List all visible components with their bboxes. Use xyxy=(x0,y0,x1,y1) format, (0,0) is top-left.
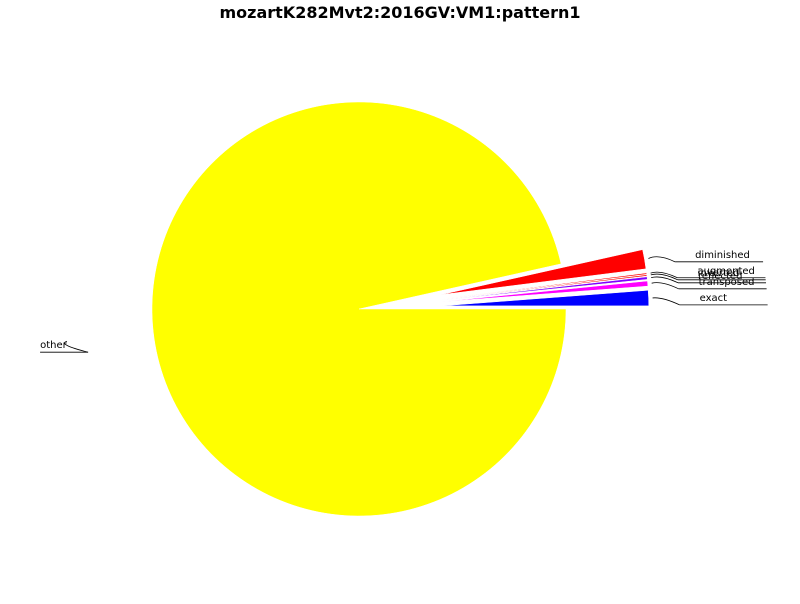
pie-slice-transposed xyxy=(441,280,649,302)
chart-title: mozartK282Mvt2:2016GV:VM1:pattern1 xyxy=(219,3,581,22)
pie-slice-reflected xyxy=(441,276,648,301)
leader-line-transposed xyxy=(651,282,679,290)
pie-slice-diminished xyxy=(440,249,647,296)
pie-slice-augmented xyxy=(441,272,647,300)
pie-label-exact: exact xyxy=(700,293,728,304)
pie-slice-exact xyxy=(441,290,649,307)
pie-slice-other xyxy=(151,101,567,517)
leader-line-diminished xyxy=(648,256,676,263)
pie-label-inverted: inverted xyxy=(698,268,740,279)
leader-line-reflected xyxy=(651,276,679,284)
pie-label-other: other xyxy=(40,340,68,351)
pie-slice-inverted xyxy=(441,274,648,300)
pie-label-transposed: transposed xyxy=(699,277,755,288)
leader-line-other xyxy=(64,340,89,353)
pie-label-augmented: augmented xyxy=(697,266,754,277)
pie-label-reflected: reflected xyxy=(698,271,742,282)
leader-line-augmented xyxy=(650,271,678,279)
pie-label-diminished: diminished xyxy=(695,250,750,261)
leader-line-inverted xyxy=(650,273,678,281)
leader-line-exact xyxy=(652,297,680,306)
